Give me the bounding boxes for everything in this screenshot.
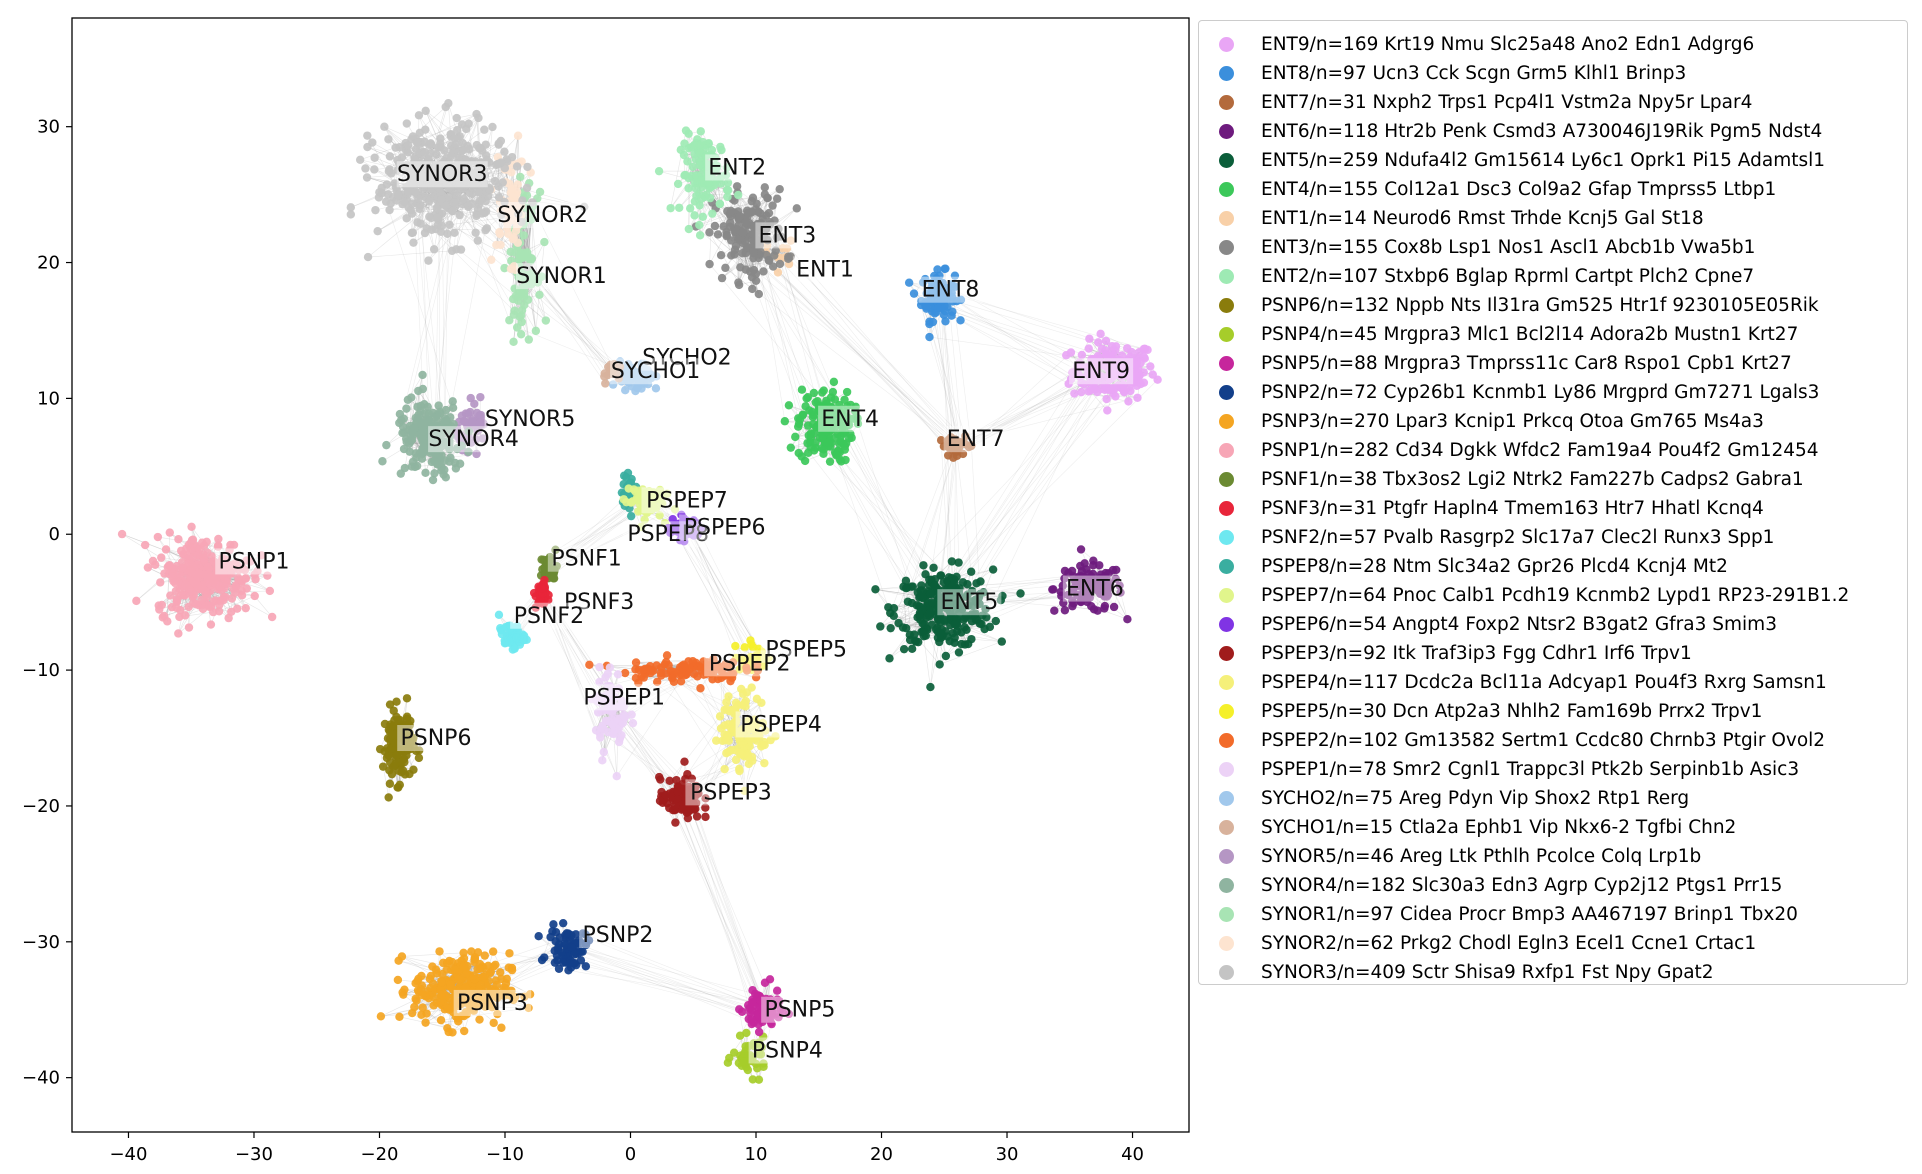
graph-edge xyxy=(379,749,389,798)
graph-edge xyxy=(688,183,722,230)
graph-edge xyxy=(1120,592,1128,620)
graph-edge xyxy=(768,198,778,261)
graph-edge xyxy=(875,586,904,590)
graph-edge xyxy=(725,267,753,290)
graph-edge xyxy=(922,631,931,688)
graph-edge xyxy=(797,426,800,454)
graph-edge xyxy=(729,203,757,223)
graph-edge xyxy=(939,641,1002,665)
graph-edge xyxy=(903,586,907,629)
graph-edge xyxy=(401,952,464,957)
graph-edge xyxy=(903,586,907,629)
graph-edge xyxy=(890,588,907,629)
graph-edge xyxy=(952,619,1002,642)
graph-edge xyxy=(920,304,930,338)
graph-edge xyxy=(893,615,925,632)
graph-edge xyxy=(890,612,942,639)
